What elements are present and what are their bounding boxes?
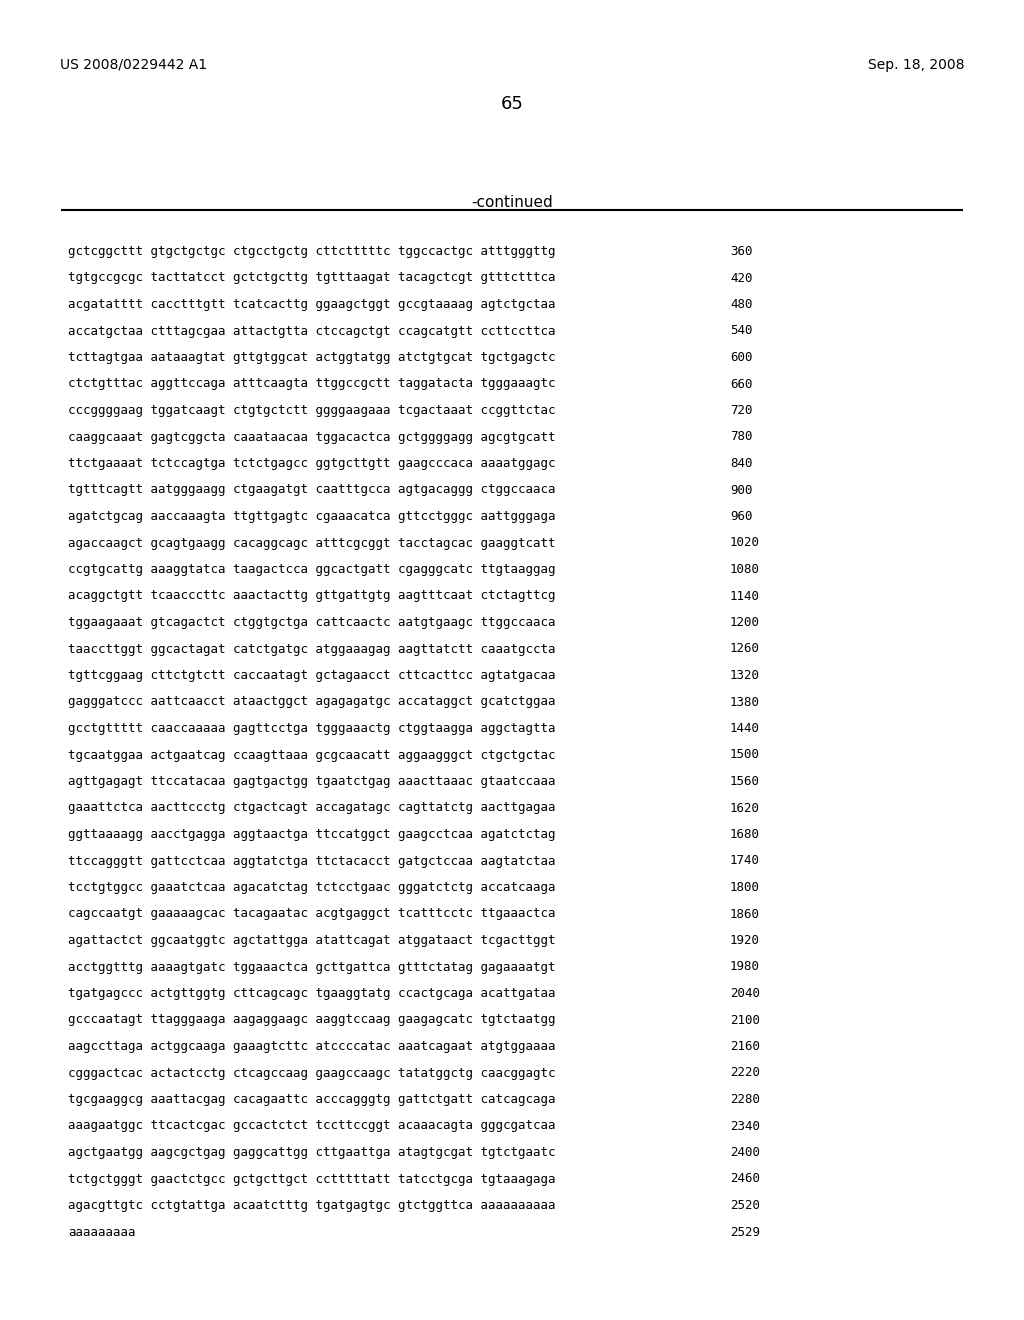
Text: tgtgccgcgc tacttatcct gctctgcttg tgtttaagat tacagctcgt gtttctttca: tgtgccgcgc tacttatcct gctctgcttg tgtttaa… bbox=[68, 272, 555, 285]
Text: 1620: 1620 bbox=[730, 801, 760, 814]
Text: 2040: 2040 bbox=[730, 987, 760, 1001]
Text: ttctgaaaat tctccagtga tctctgagcc ggtgcttgtt gaagcccaca aaaatggagc: ttctgaaaat tctccagtga tctctgagcc ggtgctt… bbox=[68, 457, 555, 470]
Text: aaagaatggc ttcactcgac gccactctct tccttccggt acaaacagta gggcgatcaa: aaagaatggc ttcactcgac gccactctct tccttcc… bbox=[68, 1119, 555, 1133]
Text: 1680: 1680 bbox=[730, 828, 760, 841]
Text: agatctgcag aaccaaagta ttgttgagtc cgaaacatca gttcctgggc aattgggaga: agatctgcag aaccaaagta ttgttgagtc cgaaaca… bbox=[68, 510, 555, 523]
Text: agattactct ggcaatggtc agctattgga atattcagat atggataact tcgacttggt: agattactct ggcaatggtc agctattgga atattca… bbox=[68, 935, 555, 946]
Text: gaaattctca aacttccctg ctgactcagt accagatagc cagttatctg aacttgagaa: gaaattctca aacttccctg ctgactcagt accagat… bbox=[68, 801, 555, 814]
Text: caaggcaaat gagtcggcta caaataacaa tggacactca gctggggagg agcgtgcatt: caaggcaaat gagtcggcta caaataacaa tggacac… bbox=[68, 430, 555, 444]
Text: 1200: 1200 bbox=[730, 616, 760, 630]
Text: 1800: 1800 bbox=[730, 880, 760, 894]
Text: 1380: 1380 bbox=[730, 696, 760, 709]
Text: tgcgaaggcg aaattacgag cacagaattc acccagggtg gattctgatt catcagcaga: tgcgaaggcg aaattacgag cacagaattc acccagg… bbox=[68, 1093, 555, 1106]
Text: tgttcggaag cttctgtctt caccaatagt gctagaacct cttcacttcc agtatgacaa: tgttcggaag cttctgtctt caccaatagt gctagaa… bbox=[68, 669, 555, 682]
Text: agttgagagt ttccatacaa gagtgactgg tgaatctgag aaacttaaac gtaatccaaa: agttgagagt ttccatacaa gagtgactgg tgaatct… bbox=[68, 775, 555, 788]
Text: 1560: 1560 bbox=[730, 775, 760, 788]
Text: 840: 840 bbox=[730, 457, 753, 470]
Text: -continued: -continued bbox=[471, 195, 553, 210]
Text: 420: 420 bbox=[730, 272, 753, 285]
Text: tggaagaaat gtcagactct ctggtgctga cattcaactc aatgtgaagc ttggccaaca: tggaagaaat gtcagactct ctggtgctga cattcaa… bbox=[68, 616, 555, 630]
Text: aagccttaga actggcaaga gaaagtcttc atccccatac aaatcagaat atgtggaaaa: aagccttaga actggcaaga gaaagtcttc atcccca… bbox=[68, 1040, 555, 1053]
Text: 780: 780 bbox=[730, 430, 753, 444]
Text: 2460: 2460 bbox=[730, 1172, 760, 1185]
Text: 1740: 1740 bbox=[730, 854, 760, 867]
Text: taaccttggt ggcactagat catctgatgc atggaaagag aagttatctt caaatgccta: taaccttggt ggcactagat catctgatgc atggaaa… bbox=[68, 643, 555, 656]
Text: 2340: 2340 bbox=[730, 1119, 760, 1133]
Text: tgatgagccc actgttggtg cttcagcagc tgaaggtatg ccactgcaga acattgataa: tgatgagccc actgttggtg cttcagcagc tgaaggt… bbox=[68, 987, 555, 1001]
Text: US 2008/0229442 A1: US 2008/0229442 A1 bbox=[60, 58, 207, 73]
Text: 2220: 2220 bbox=[730, 1067, 760, 1080]
Text: 660: 660 bbox=[730, 378, 753, 391]
Text: 960: 960 bbox=[730, 510, 753, 523]
Text: gctcggcttt gtgctgctgc ctgcctgctg cttctttttc tggccactgc atttgggttg: gctcggcttt gtgctgctgc ctgcctgctg cttcttt… bbox=[68, 246, 555, 257]
Text: 480: 480 bbox=[730, 298, 753, 312]
Text: 2100: 2100 bbox=[730, 1014, 760, 1027]
Text: cgggactcac actactcctg ctcagccaag gaagccaagc tatatggctg caacggagtc: cgggactcac actactcctg ctcagccaag gaagcca… bbox=[68, 1067, 555, 1080]
Text: 65: 65 bbox=[501, 95, 523, 114]
Text: 600: 600 bbox=[730, 351, 753, 364]
Text: 900: 900 bbox=[730, 483, 753, 496]
Text: tcttagtgaa aataaagtat gttgtggcat actggtatgg atctgtgcat tgctgagctc: tcttagtgaa aataaagtat gttgtggcat actggta… bbox=[68, 351, 555, 364]
Text: 2280: 2280 bbox=[730, 1093, 760, 1106]
Text: tgtttcagtt aatgggaagg ctgaagatgt caatttgcca agtgacaggg ctggccaaca: tgtttcagtt aatgggaagg ctgaagatgt caatttg… bbox=[68, 483, 555, 496]
Text: agacgttgtc cctgtattga acaatctttg tgatgagtgc gtctggttca aaaaaaaaaa: agacgttgtc cctgtattga acaatctttg tgatgag… bbox=[68, 1199, 555, 1212]
Text: acaggctgtt tcaacccttc aaactacttg gttgattgtg aagtttcaat ctctagttcg: acaggctgtt tcaacccttc aaactacttg gttgatt… bbox=[68, 590, 555, 602]
Text: tgcaatggaa actgaatcag ccaagttaaa gcgcaacatt aggaagggct ctgctgctac: tgcaatggaa actgaatcag ccaagttaaa gcgcaac… bbox=[68, 748, 555, 762]
Text: 1020: 1020 bbox=[730, 536, 760, 549]
Text: agaccaagct gcagtgaagg cacaggcagc atttcgcggt tacctagcac gaaggtcatt: agaccaagct gcagtgaagg cacaggcagc atttcgc… bbox=[68, 536, 555, 549]
Text: 1320: 1320 bbox=[730, 669, 760, 682]
Text: 2400: 2400 bbox=[730, 1146, 760, 1159]
Text: 540: 540 bbox=[730, 325, 753, 338]
Text: gcccaatagt ttagggaaga aagaggaagc aaggtccaag gaagagcatc tgtctaatgg: gcccaatagt ttagggaaga aagaggaagc aaggtcc… bbox=[68, 1014, 555, 1027]
Text: tcctgtggcc gaaatctcaa agacatctag tctcctgaac gggatctctg accatcaaga: tcctgtggcc gaaatctcaa agacatctag tctcctg… bbox=[68, 880, 555, 894]
Text: 1860: 1860 bbox=[730, 908, 760, 920]
Text: cccggggaag tggatcaagt ctgtgctctt ggggaagaaa tcgactaaat ccggttctac: cccggggaag tggatcaagt ctgtgctctt ggggaag… bbox=[68, 404, 555, 417]
Text: Sep. 18, 2008: Sep. 18, 2008 bbox=[867, 58, 964, 73]
Text: acctggtttg aaaagtgatc tggaaactca gcttgattca gtttctatag gagaaaatgt: acctggtttg aaaagtgatc tggaaactca gcttgat… bbox=[68, 961, 555, 974]
Text: 2520: 2520 bbox=[730, 1199, 760, 1212]
Text: 2160: 2160 bbox=[730, 1040, 760, 1053]
Text: 1140: 1140 bbox=[730, 590, 760, 602]
Text: 720: 720 bbox=[730, 404, 753, 417]
Text: 1500: 1500 bbox=[730, 748, 760, 762]
Text: gcctgttttt caaccaaaaa gagttcctga tgggaaactg ctggtaagga aggctagtta: gcctgttttt caaccaaaaa gagttcctga tgggaaa… bbox=[68, 722, 555, 735]
Text: 1080: 1080 bbox=[730, 564, 760, 576]
Text: ggttaaaagg aacctgagga aggtaactga ttccatggct gaagcctcaa agatctctag: ggttaaaagg aacctgagga aggtaactga ttccatg… bbox=[68, 828, 555, 841]
Text: aaaaaaaaa: aaaaaaaaa bbox=[68, 1225, 135, 1238]
Text: tctgctgggt gaactctgcc gctgcttgct cctttttatt tatcctgcga tgtaaagaga: tctgctgggt gaactctgcc gctgcttgct ccttttt… bbox=[68, 1172, 555, 1185]
Text: acgatatttt cacctttgtt tcatcacttg ggaagctggt gccgtaaaag agtctgctaa: acgatatttt cacctttgtt tcatcacttg ggaagct… bbox=[68, 298, 555, 312]
Text: 1260: 1260 bbox=[730, 643, 760, 656]
Text: 2529: 2529 bbox=[730, 1225, 760, 1238]
Text: ttccagggtt gattcctcaa aggtatctga ttctacacct gatgctccaa aagtatctaa: ttccagggtt gattcctcaa aggtatctga ttctaca… bbox=[68, 854, 555, 867]
Text: accatgctaa ctttagcgaa attactgtta ctccagctgt ccagcatgtt ccttccttca: accatgctaa ctttagcgaa attactgtta ctccagc… bbox=[68, 325, 555, 338]
Text: cagccaatgt gaaaaagcac tacagaatac acgtgaggct tcatttcctc ttgaaactca: cagccaatgt gaaaaagcac tacagaatac acgtgag… bbox=[68, 908, 555, 920]
Text: 360: 360 bbox=[730, 246, 753, 257]
Text: ccgtgcattg aaaggtatca taagactcca ggcactgatt cgagggcatc ttgtaaggag: ccgtgcattg aaaggtatca taagactcca ggcactg… bbox=[68, 564, 555, 576]
Text: 1440: 1440 bbox=[730, 722, 760, 735]
Text: gagggatccc aattcaacct ataactggct agagagatgc accataggct gcatctggaa: gagggatccc aattcaacct ataactggct agagaga… bbox=[68, 696, 555, 709]
Text: 1980: 1980 bbox=[730, 961, 760, 974]
Text: 1920: 1920 bbox=[730, 935, 760, 946]
Text: agctgaatgg aagcgctgag gaggcattgg cttgaattga atagtgcgat tgtctgaatc: agctgaatgg aagcgctgag gaggcattgg cttgaat… bbox=[68, 1146, 555, 1159]
Text: ctctgtttac aggttccaga atttcaagta ttggccgctt taggatacta tgggaaagtc: ctctgtttac aggttccaga atttcaagta ttggccg… bbox=[68, 378, 555, 391]
